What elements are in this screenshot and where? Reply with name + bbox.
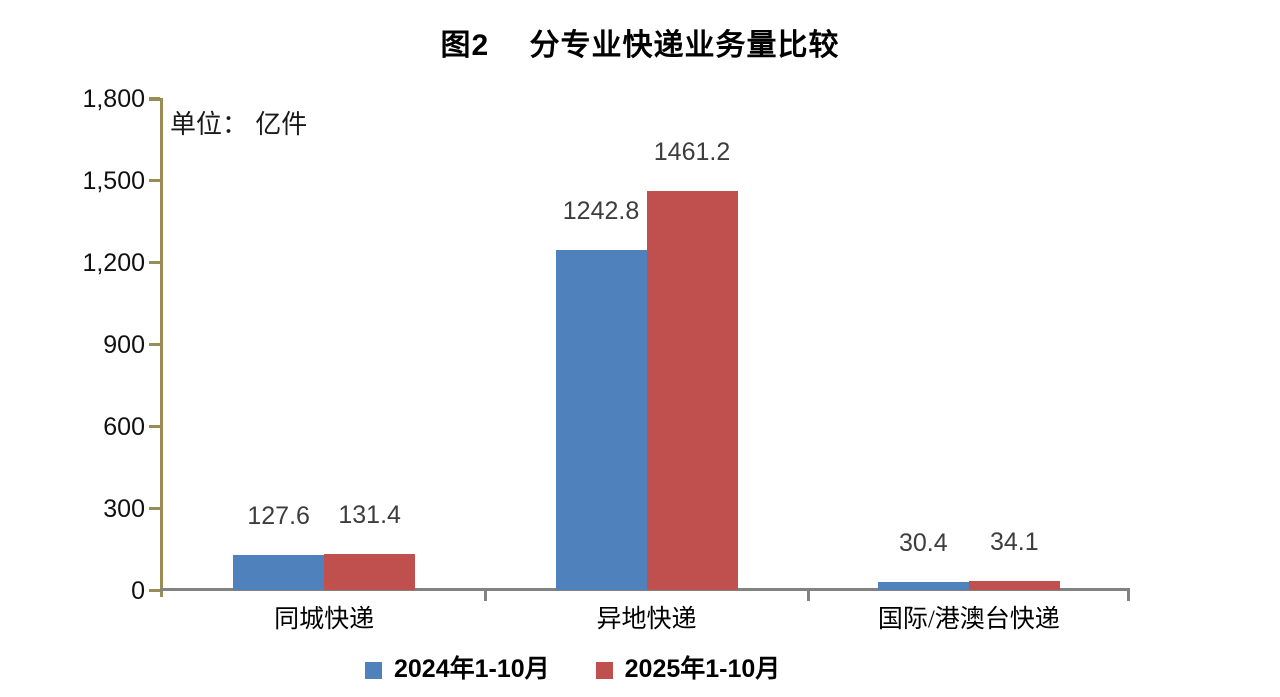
bar-value-label: 1242.8 bbox=[562, 197, 640, 226]
bar-2024年1-10月 bbox=[877, 581, 969, 590]
y-tick-mark bbox=[149, 260, 160, 264]
y-tick-mark bbox=[149, 588, 160, 592]
y-tick-mark bbox=[149, 342, 160, 346]
category-label: 国际/港澳台快递 bbox=[877, 606, 1060, 633]
bar-2025年1-10月 bbox=[324, 554, 416, 590]
y-tick-mark bbox=[149, 424, 160, 428]
bar-value-label: 1461.2 bbox=[653, 137, 731, 166]
y-tick-mark bbox=[149, 506, 160, 510]
plot-area: 0 300 600 900 1,200 1,500 1,800 127.6 131.4 1242… bbox=[82, 87, 1130, 633]
y-tick-mark bbox=[149, 96, 160, 100]
y-tick-label: 1,800 bbox=[82, 85, 145, 113]
category-label: 同城快递 bbox=[274, 606, 375, 633]
chart-title: 图2 分专业快递业务量比较 bbox=[440, 29, 840, 62]
y-tick-label: 0 bbox=[131, 577, 145, 605]
bar-2024年1-10月 bbox=[555, 250, 647, 590]
bar-value-label: 30.4 bbox=[898, 528, 948, 557]
legend-entry: 2024年1-10月 bbox=[365, 655, 550, 684]
x-tick-mark bbox=[807, 591, 810, 601]
legend-swatch-2024年1-10月 bbox=[365, 662, 382, 680]
legend-label: 2024年1-10月 bbox=[394, 655, 550, 683]
x-tick-mark bbox=[1127, 591, 1130, 601]
unit-label: 单位： 亿件 bbox=[170, 109, 308, 139]
legend-swatch-2025年1-10月 bbox=[595, 662, 613, 680]
y-tick-label: 900 bbox=[103, 331, 145, 359]
bar-2024年1-10月 bbox=[233, 555, 325, 590]
bar-value-label: 131.4 bbox=[338, 501, 401, 530]
y-tick-label: 300 bbox=[103, 495, 145, 523]
bar-2025年1-10月 bbox=[646, 190, 738, 590]
y-axis-top-tick bbox=[149, 98, 160, 101]
y-tick-label: 1,200 bbox=[82, 249, 145, 277]
bar-value-label: 34.1 bbox=[989, 527, 1039, 556]
y-axis-line bbox=[160, 98, 163, 597]
legend-label: 2025年1-10月 bbox=[624, 655, 781, 683]
y-tick-label: 600 bbox=[103, 413, 145, 441]
y-tick-label: 1,500 bbox=[82, 167, 145, 195]
y-tick-mark bbox=[149, 178, 160, 182]
legend: 2024年1-10月 2025年1-10月 bbox=[365, 655, 781, 684]
bar-2025年1-10月 bbox=[968, 580, 1060, 590]
category-label: 异地快递 bbox=[596, 606, 697, 633]
bar-value-label: 127.6 bbox=[247, 502, 310, 531]
legend-entry: 2025年1-10月 bbox=[595, 655, 781, 684]
x-tick-mark bbox=[484, 591, 487, 601]
